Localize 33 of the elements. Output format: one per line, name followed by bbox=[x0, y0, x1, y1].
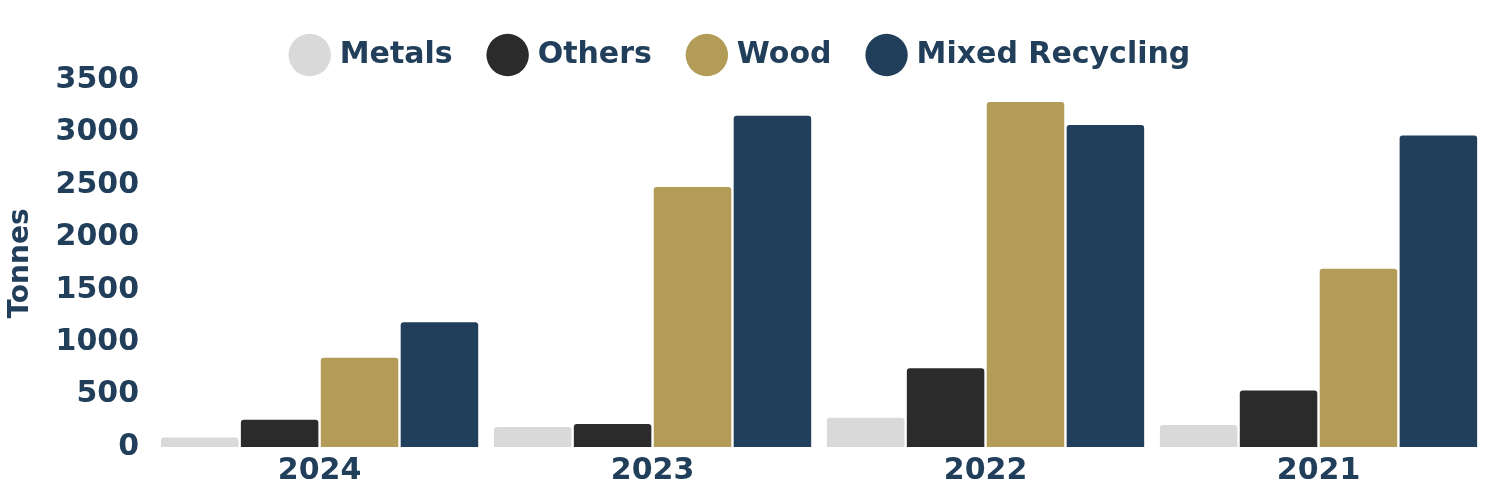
bar bbox=[493, 427, 572, 447]
x-tick-label: 2023 bbox=[610, 450, 695, 486]
bar bbox=[160, 437, 239, 447]
bar bbox=[653, 186, 732, 447]
bar bbox=[1319, 268, 1398, 447]
y-tick-label: 2500 bbox=[55, 164, 140, 200]
legend-label: Others bbox=[537, 34, 652, 70]
bar bbox=[1399, 135, 1478, 447]
bar bbox=[240, 419, 319, 447]
y-tick-label: 500 bbox=[76, 374, 140, 410]
x-tick-label: 2024 bbox=[277, 450, 362, 486]
bar bbox=[826, 417, 905, 447]
legend-label: Wood bbox=[736, 34, 832, 70]
bar bbox=[733, 115, 812, 447]
bar bbox=[986, 102, 1065, 447]
y-tick-label: 2000 bbox=[55, 217, 140, 253]
y-tick-label: 1500 bbox=[55, 269, 140, 305]
x-tick-label: 2021 bbox=[1276, 450, 1361, 486]
bar bbox=[906, 368, 985, 447]
bar bbox=[573, 423, 652, 447]
y-tick-label: 3000 bbox=[55, 112, 140, 148]
y-tick-label: 3500 bbox=[55, 59, 140, 95]
bar bbox=[1066, 125, 1145, 447]
legend-label: Mixed Recycling bbox=[916, 34, 1191, 70]
bar bbox=[1159, 424, 1238, 447]
bar bbox=[320, 357, 399, 447]
legend-label: Metals bbox=[339, 34, 453, 70]
y-axis-title: Tonnes bbox=[2, 208, 36, 319]
bar bbox=[1239, 390, 1318, 447]
y-tick-label: 0 bbox=[118, 426, 140, 462]
x-tick-label: 2022 bbox=[943, 450, 1028, 486]
y-tick-label: 1000 bbox=[55, 321, 140, 357]
bar bbox=[400, 322, 479, 447]
